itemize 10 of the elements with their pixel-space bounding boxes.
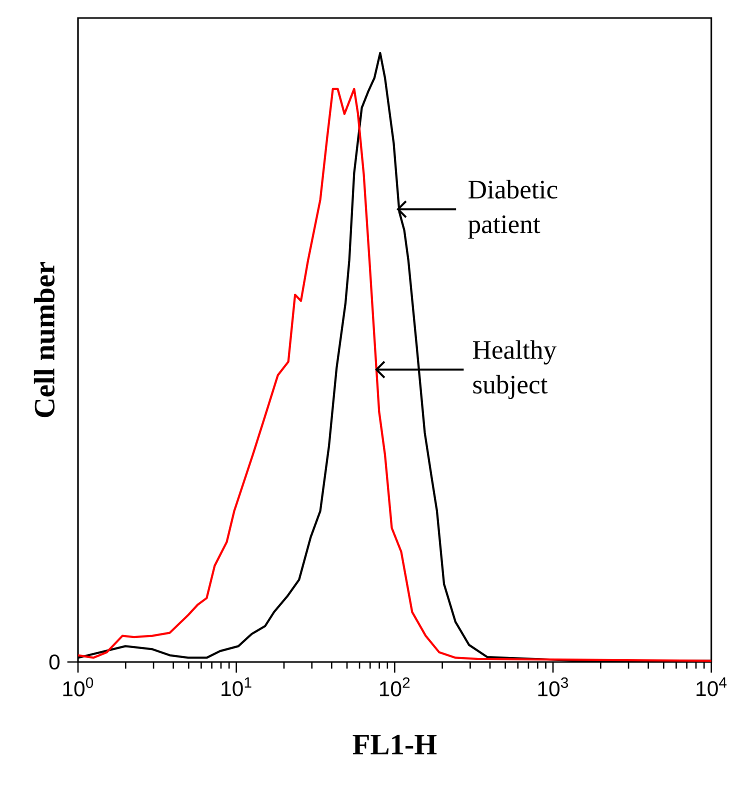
annotation: Diabetic patient	[468, 180, 558, 239]
y-axis-title: Cell number	[34, 262, 55, 418]
x-tick-label: 10$^{1}$	[222, 677, 252, 696]
annotation: Healthy subject	[472, 340, 557, 400]
x-tick-label: 10$^{3}$	[538, 677, 568, 696]
x-tick-label: 10$^{0}$	[63, 677, 94, 696]
x-tick-label: 10$^{4}$	[696, 677, 727, 696]
x-tick-label: 10$^{2}$	[380, 677, 410, 696]
x-axis-title: FL1-H	[352, 734, 437, 754]
text: 0	[49, 654, 60, 670]
